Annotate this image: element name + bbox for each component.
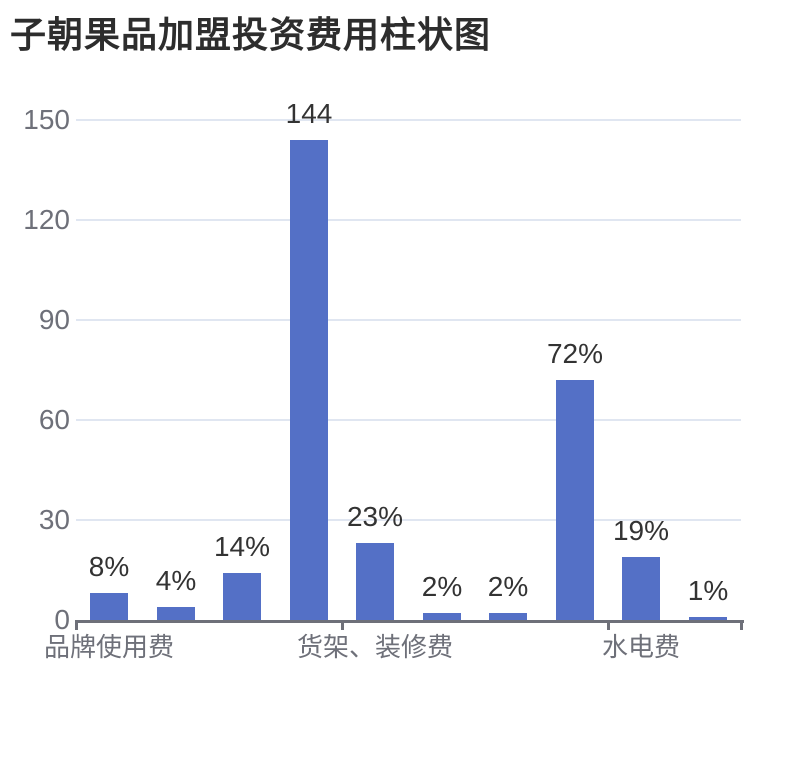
bar-72% [556, 380, 594, 620]
bar-2% [423, 613, 461, 620]
bar-value-label: 72% [546, 338, 604, 369]
bar-value-label: 14% [213, 531, 271, 562]
bar-value-label: 19% [612, 515, 670, 546]
x-axis-line [75, 620, 744, 623]
bar-value-label: 1% [687, 575, 729, 606]
gridline-60 [76, 419, 741, 421]
chart-title: 子朝果品加盟投资费用柱状图 [10, 14, 492, 55]
x-axis-tick [75, 620, 78, 630]
x-axis-tick [607, 620, 610, 630]
x-axis-category-label: 品牌使用费 [43, 632, 174, 662]
x-axis-category-label: 货架、装修费 [296, 632, 453, 662]
y-axis-tick-label: 0 [54, 604, 70, 635]
x-axis-tick [740, 620, 743, 630]
bar-14% [223, 573, 261, 620]
bar-2% [489, 613, 527, 620]
gridline-150 [76, 119, 741, 121]
bar-value-label: 8% [88, 551, 130, 582]
bar-19% [622, 557, 660, 620]
bar-23% [356, 543, 394, 620]
gridline-120 [76, 219, 741, 221]
x-axis-tick [341, 620, 344, 630]
bar-144 [290, 140, 328, 620]
y-axis-tick-label: 90 [38, 304, 70, 335]
y-axis-tick-label: 30 [38, 504, 70, 535]
bar-4% [157, 607, 195, 620]
bar-value-label: 144 [285, 98, 333, 129]
gridline-30 [76, 519, 741, 521]
y-axis-tick-label: 60 [38, 404, 70, 435]
x-axis-category-label: 水电费 [601, 632, 680, 662]
y-axis-tick-label: 120 [23, 204, 70, 235]
bar-8% [90, 593, 128, 620]
bar-value-label: 23% [346, 501, 404, 532]
y-axis-tick-label: 150 [23, 104, 70, 135]
bar-value-label: 2% [421, 571, 463, 602]
bar-value-label: 4% [155, 565, 197, 596]
gridline-90 [76, 319, 741, 321]
bar-value-label: 2% [487, 571, 529, 602]
bar-1% [689, 617, 727, 620]
